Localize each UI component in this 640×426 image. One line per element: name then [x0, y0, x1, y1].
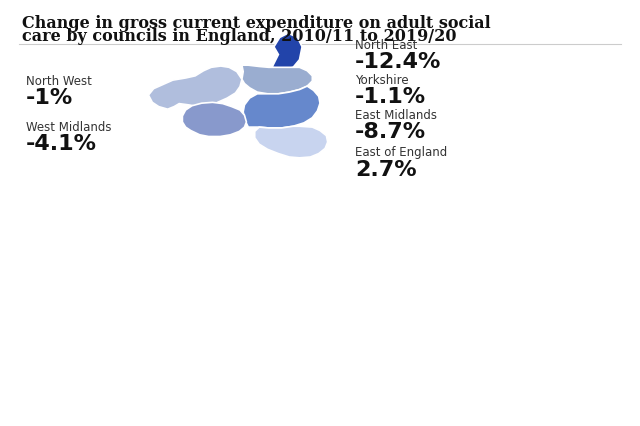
Text: -1%: -1%	[26, 88, 73, 108]
Text: care by councils in England, 2010/11 to 2019/20: care by councils in England, 2010/11 to …	[22, 28, 457, 45]
Polygon shape	[148, 67, 242, 110]
Polygon shape	[182, 103, 246, 137]
Text: -12.4%: -12.4%	[355, 52, 442, 72]
Text: North East: North East	[355, 39, 417, 52]
Text: -1.1%: -1.1%	[355, 87, 426, 107]
Text: Change in gross current expenditure on adult social: Change in gross current expenditure on a…	[22, 15, 491, 32]
Text: East Midlands: East Midlands	[355, 109, 437, 121]
Text: West Midlands: West Midlands	[26, 121, 111, 133]
Text: -4.1%: -4.1%	[26, 134, 97, 154]
Text: North West: North West	[26, 75, 92, 87]
Polygon shape	[272, 34, 302, 70]
Polygon shape	[255, 127, 328, 158]
Text: Yorkshire: Yorkshire	[355, 74, 409, 86]
Text: -8.7%: -8.7%	[355, 122, 426, 142]
Polygon shape	[242, 66, 312, 95]
Polygon shape	[243, 87, 320, 129]
Text: 2.7%: 2.7%	[355, 160, 417, 179]
Text: East of England: East of England	[355, 146, 447, 159]
